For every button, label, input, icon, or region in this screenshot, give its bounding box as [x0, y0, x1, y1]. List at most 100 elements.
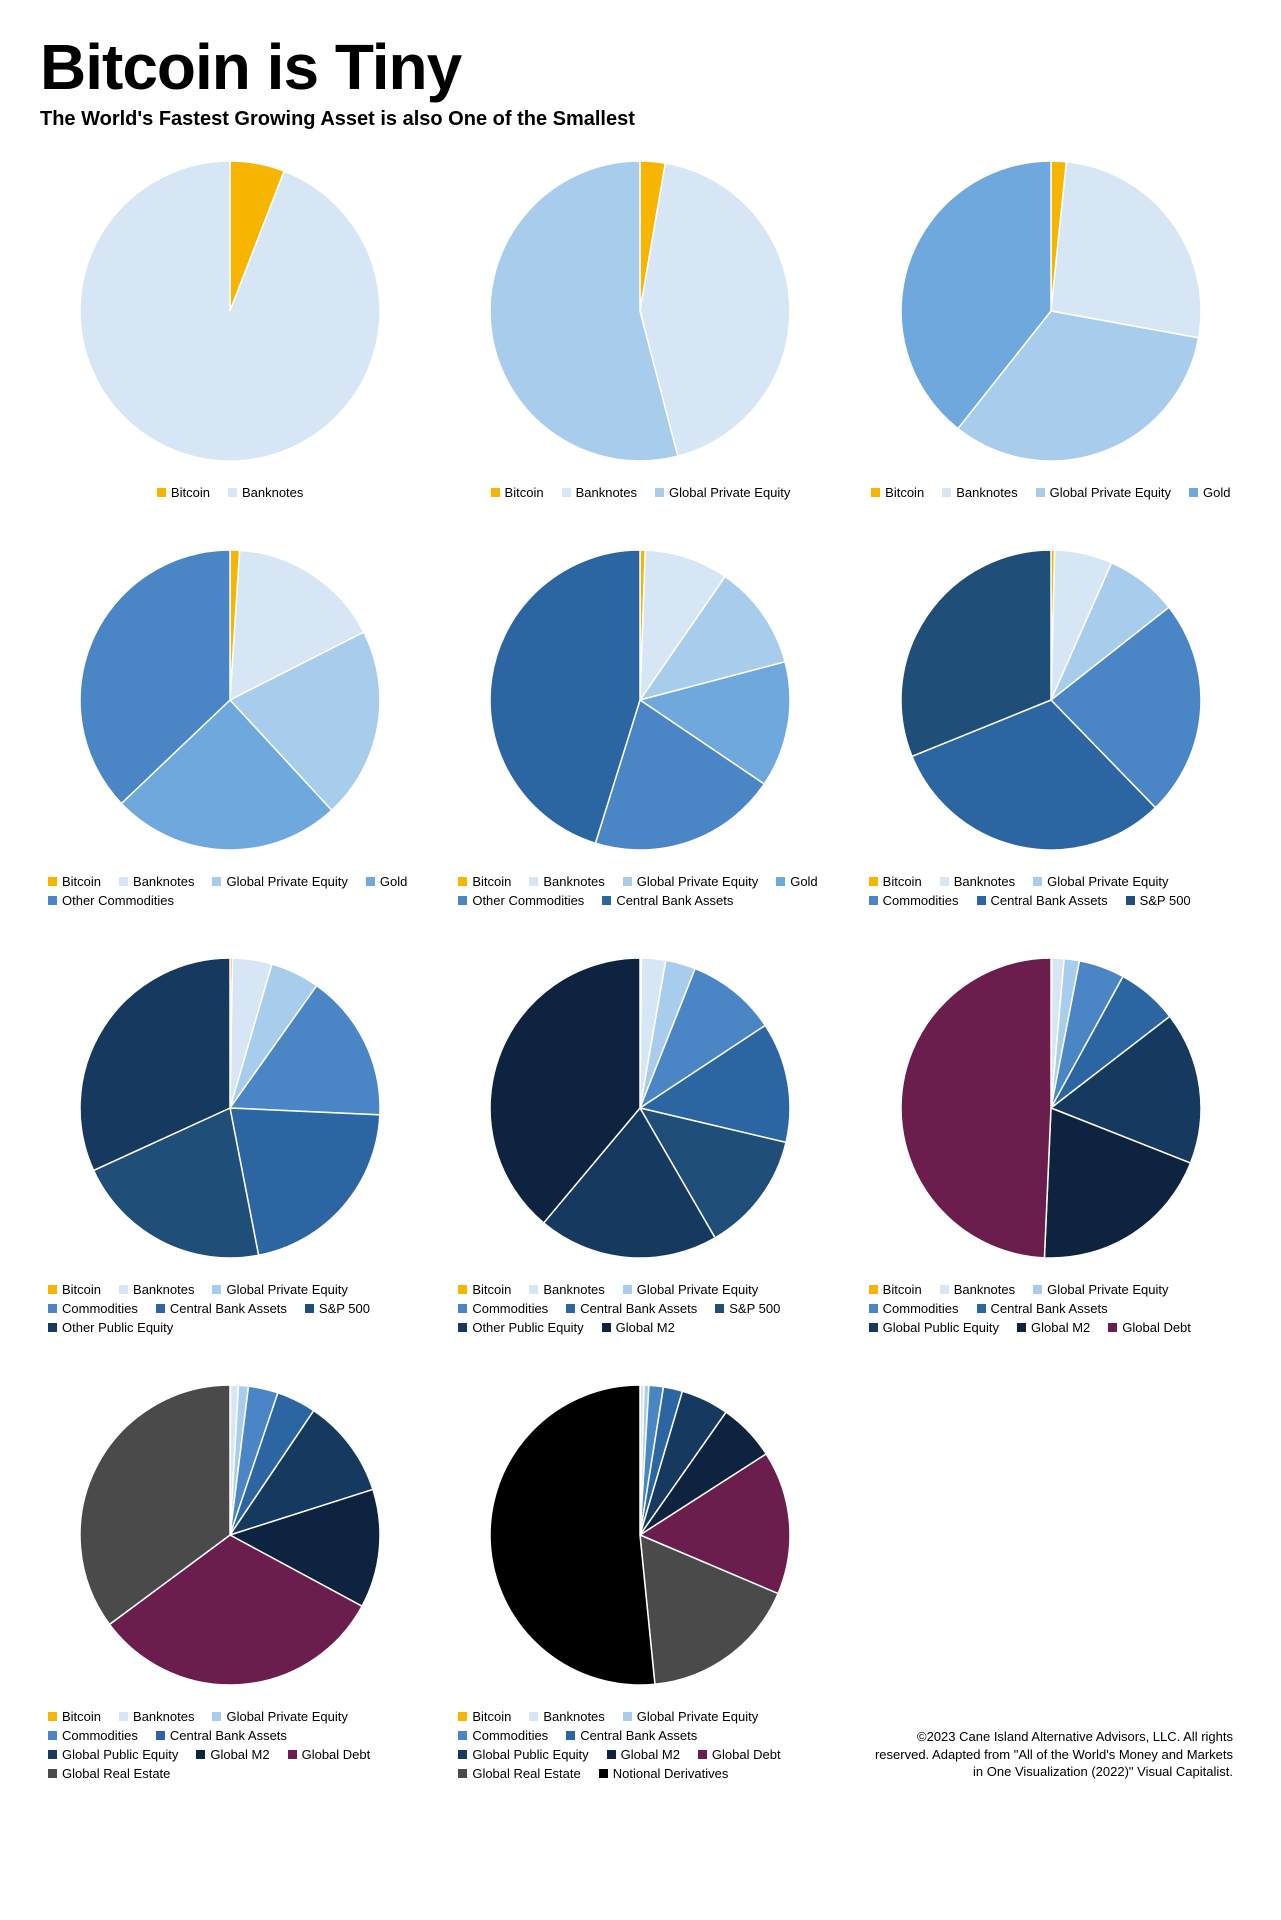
chart-cell: Bitcoin Banknotes Global Private Equity Com…	[861, 540, 1241, 908]
legend-item: Commodities	[48, 1728, 138, 1743]
legend-label: Banknotes	[133, 1282, 194, 1297]
legend-item: Global Real Estate	[458, 1766, 580, 1781]
pie-chart	[70, 1375, 390, 1695]
legend-swatch	[212, 1285, 221, 1294]
pie-chart	[480, 540, 800, 860]
legend-label: Commodities	[62, 1728, 138, 1743]
legend-swatch	[48, 896, 57, 905]
legend-item: Global Private Equity	[212, 1709, 347, 1724]
legend-label: Other Public Equity	[62, 1320, 173, 1335]
legend-label: Other Commodities	[62, 893, 174, 908]
legend-item: Global Real Estate	[48, 1766, 170, 1781]
legend-label: Global Real Estate	[62, 1766, 170, 1781]
legend-item: Banknotes	[119, 874, 194, 889]
chart-legend: BitcoinBanknotesGlobal Private EquityCom…	[450, 1709, 830, 1781]
legend-swatch	[623, 1712, 632, 1721]
legend-item: Central Bank Assets	[977, 1301, 1108, 1316]
legend-label: Global Private Equity	[226, 1282, 347, 1297]
chart-cell: BitcoinBanknotesGlobal Private EquityCom…	[861, 948, 1241, 1335]
legend-item: Bitcoin	[48, 874, 101, 889]
pie-slice	[490, 1385, 655, 1685]
legend-label: Bitcoin	[472, 1282, 511, 1297]
legend-swatch	[48, 1712, 57, 1721]
legend-swatch	[458, 1731, 467, 1740]
legend-item: Bitcoin	[871, 485, 924, 500]
legend-label: Other Public Equity	[472, 1320, 583, 1335]
chart-cell: Bitcoin Banknotes Global Private Equity Gol…	[40, 540, 420, 908]
charts-grid: BitcoinBanknotesBitcoinBanknotesGlobal P…	[40, 151, 1241, 1781]
legend-swatch	[869, 1304, 878, 1313]
legend-label: Central Bank Assets	[580, 1301, 697, 1316]
legend-item: Central Bank Assets	[156, 1728, 287, 1743]
legend-label: S&P 500	[1140, 893, 1191, 908]
legend-item: Global Public Equity	[458, 1747, 588, 1762]
pie-chart	[891, 151, 1211, 471]
legend-label: Banknotes	[133, 874, 194, 889]
legend-item: Bitcoin	[157, 485, 210, 500]
legend-label: Commodities	[472, 1728, 548, 1743]
pie-slice	[1051, 162, 1201, 338]
legend-item: Banknotes	[529, 1709, 604, 1724]
chart-legend: BitcoinBanknotesGlobal Private EquityCom…	[40, 1709, 420, 1781]
legend-label: Global Private Equity	[1047, 874, 1168, 889]
legend-label: Bitcoin	[883, 874, 922, 889]
chart-cell: Bitcoin Banknotes Global Private Equity Com…	[40, 948, 420, 1335]
legend-item: Central Bank Assets	[977, 893, 1108, 908]
pie-chart	[891, 948, 1211, 1268]
pie-chart	[70, 948, 390, 1268]
legend-swatch	[776, 877, 785, 886]
legend-item: Gold	[366, 874, 407, 889]
legend-item: Commodities	[869, 893, 959, 908]
legend-label: Gold	[790, 874, 817, 889]
legend-swatch	[655, 488, 664, 497]
legend-label: Banknotes	[954, 874, 1015, 889]
legend-swatch	[607, 1750, 616, 1759]
legend-label: Global Public Equity	[472, 1747, 588, 1762]
legend-item: Global Private Equity	[1033, 1282, 1168, 1297]
legend-swatch	[869, 1285, 878, 1294]
legend-label: Central Bank Assets	[170, 1728, 287, 1743]
legend-label: Banknotes	[133, 1709, 194, 1724]
legend-label: Banknotes	[956, 485, 1017, 500]
legend-swatch	[48, 1304, 57, 1313]
legend-item: Banknotes	[562, 485, 637, 500]
legend-swatch	[458, 1285, 467, 1294]
chart-cell: BitcoinBanknotesGlobal Private EquityCom…	[450, 1375, 830, 1781]
legend-label: Global M2	[1031, 1320, 1090, 1335]
legend-label: Gold	[1203, 485, 1230, 500]
legend-swatch	[602, 896, 611, 905]
legend-label: Bitcoin	[472, 874, 511, 889]
legend-item: Bitcoin	[48, 1282, 101, 1297]
legend-item: S&P 500	[715, 1301, 780, 1316]
legend-swatch	[623, 877, 632, 886]
legend-label: S&P 500	[729, 1301, 780, 1316]
legend-item: Notional Derivatives	[599, 1766, 729, 1781]
legend-label: Global Private Equity	[637, 874, 758, 889]
pie-chart	[70, 540, 390, 860]
legend-label: S&P 500	[319, 1301, 370, 1316]
legend-item: Commodities	[48, 1301, 138, 1316]
legend-item: Other Public Equity	[48, 1320, 173, 1335]
legend-label: Gold	[380, 874, 407, 889]
legend-label: Global Private Equity	[226, 874, 347, 889]
legend-swatch	[698, 1750, 707, 1759]
legend-label: Central Bank Assets	[991, 1301, 1108, 1316]
chart-legend: BitcoinBanknotesGlobal Private EquityCom…	[861, 1282, 1241, 1335]
legend-swatch	[529, 877, 538, 886]
legend-swatch	[1033, 1285, 1042, 1294]
chart-cell: BitcoinBanknotesGlobal Private EquityGol…	[450, 540, 830, 908]
legend-swatch	[458, 1750, 467, 1759]
chart-legend: BitcoinBanknotesGlobal Private EquityGol…	[450, 874, 830, 908]
legend-item: Global Private Equity	[623, 874, 758, 889]
legend-swatch	[869, 877, 878, 886]
legend-swatch	[156, 1304, 165, 1313]
legend-label: Global Private Equity	[637, 1709, 758, 1724]
legend-swatch	[119, 1712, 128, 1721]
legend-label: Global Private Equity	[1050, 485, 1171, 500]
legend-label: Global M2	[621, 1747, 680, 1762]
legend-label: Global M2	[616, 1320, 675, 1335]
legend-label: Central Bank Assets	[170, 1301, 287, 1316]
legend-item: Global M2	[607, 1747, 680, 1762]
chart-cell: BitcoinBanknotesGlobal Private Equity	[450, 151, 830, 500]
legend-label: Global M2	[210, 1747, 269, 1762]
